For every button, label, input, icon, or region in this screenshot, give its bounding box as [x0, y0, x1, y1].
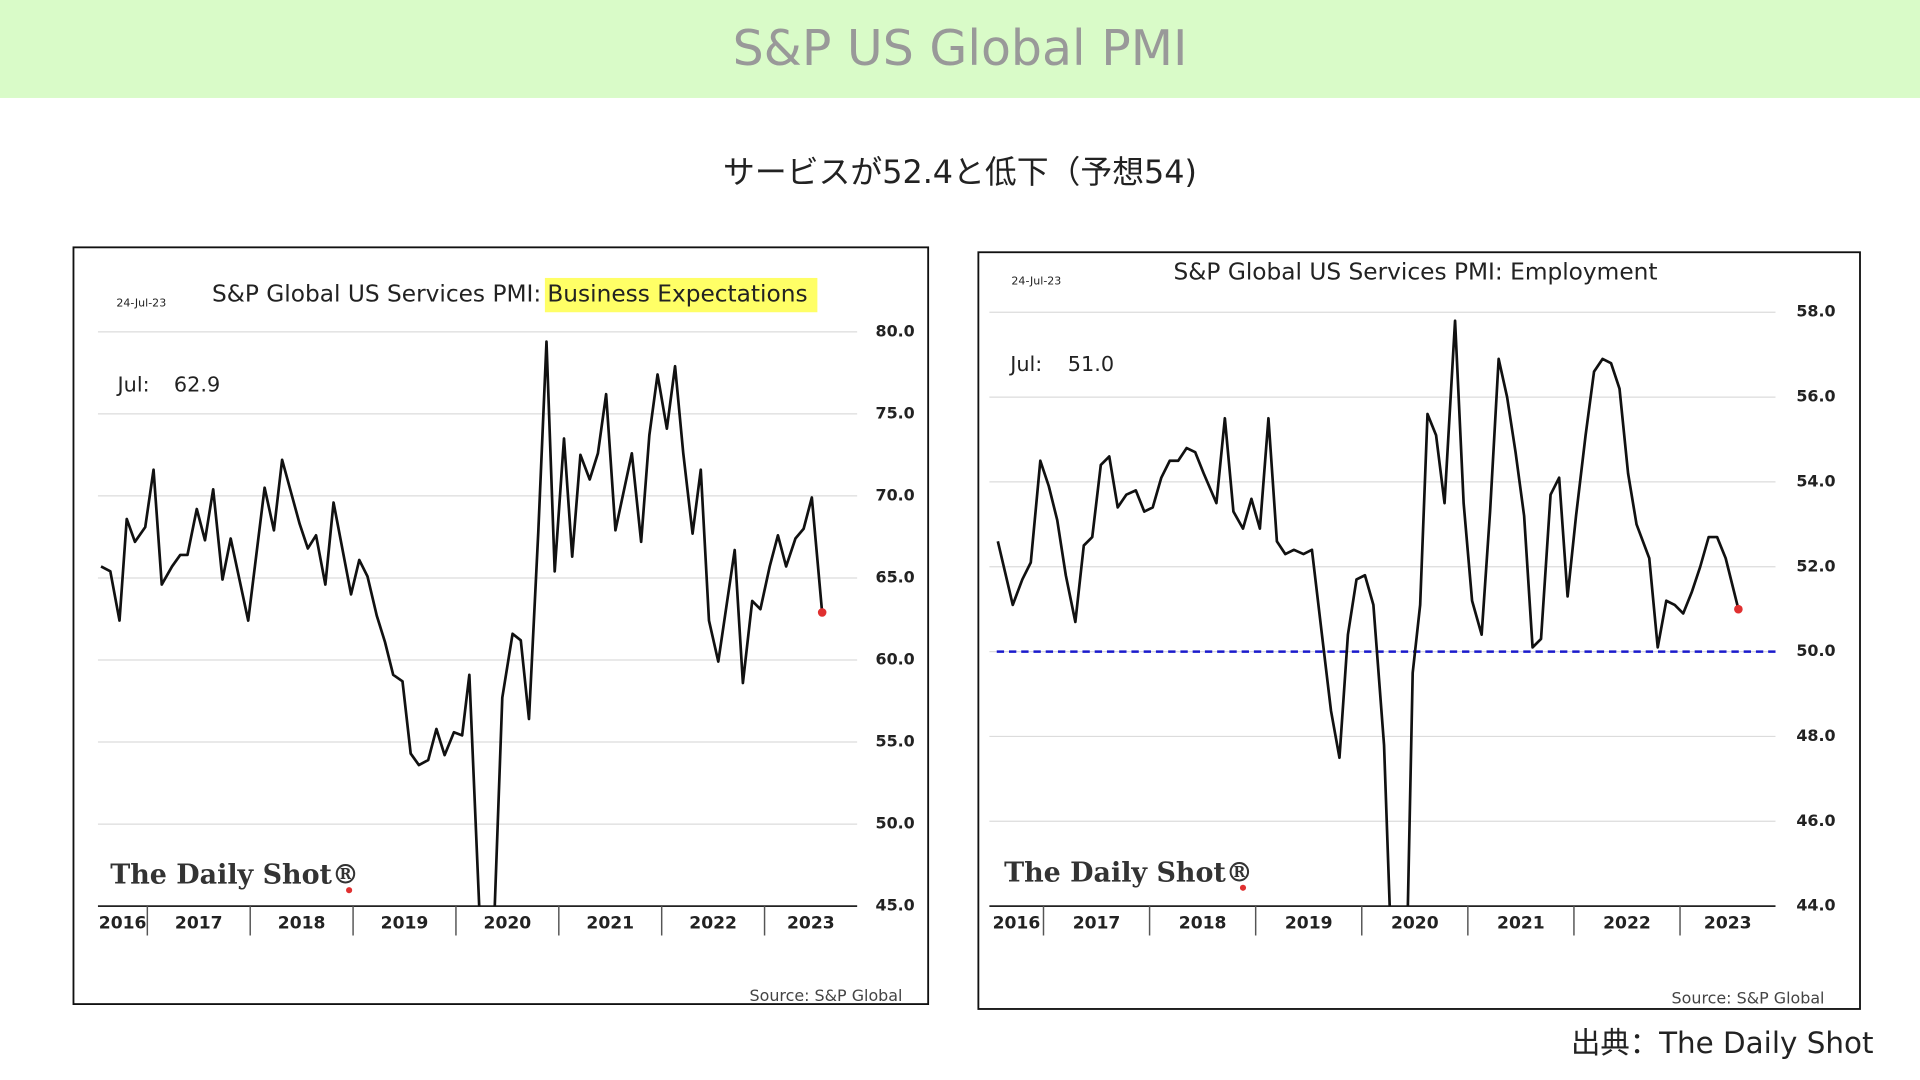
chart-title-highlight: Business Expectations [547, 281, 807, 308]
x-tick-label: 2018 [278, 913, 326, 933]
last-point [1734, 604, 1743, 614]
x-tick-label: 2021 [1497, 913, 1545, 933]
chart-source: Source: S&P Global [750, 986, 903, 1005]
subtitle: サービスが52.4と低下（予想54) [723, 153, 1197, 191]
chart-title: S&P Global US Services PMI: [212, 281, 541, 308]
x-tick-label: 2020 [484, 913, 532, 933]
x-tick-label: 2023 [1704, 913, 1752, 933]
y-tick-label: 54.0 [1796, 471, 1835, 490]
chart-source: Source: S&P Global [1672, 989, 1825, 1008]
y-tick-label: 48.0 [1796, 726, 1835, 745]
y-tick-label: 44.0 [1796, 896, 1835, 915]
chart-frame [977, 251, 1861, 1010]
x-tick-label: 2017 [1073, 913, 1121, 933]
annotation-value: 62.9 [174, 373, 220, 397]
y-tick-label: 50.0 [876, 814, 915, 833]
x-tick-label: 2020 [1391, 913, 1439, 933]
x-tick-label: 2016 [99, 913, 147, 933]
page-title: S&P US Global PMI [733, 20, 1188, 77]
logo-dot [346, 887, 353, 894]
chart-title: S&P Global US Services PMI: Employment [1174, 259, 1658, 286]
x-tick-label: 2023 [787, 913, 835, 933]
x-tick-label: 2018 [1179, 913, 1227, 933]
annotation-label: Jul: [1008, 352, 1042, 376]
logo: The Daily Shot® [110, 860, 359, 891]
footer-source: 出典：The Daily Shot [1571, 1026, 1874, 1060]
x-tick-label: 2019 [1285, 913, 1333, 933]
y-tick-label: 52.0 [1796, 556, 1835, 575]
x-tick-label: 2017 [175, 913, 223, 933]
line-series [996, 319, 1740, 907]
title-highlight-bg [544, 277, 818, 313]
logo-dot [1239, 884, 1247, 891]
x-tick-label: 2021 [586, 913, 634, 933]
y-tick-label: 65.0 [876, 567, 915, 586]
y-tick-label: 80.0 [876, 321, 915, 340]
x-tick-label: 2022 [689, 913, 737, 933]
last-point [817, 608, 827, 617]
y-tick-label: 60.0 [876, 650, 915, 669]
y-tick-label: 58.0 [1796, 302, 1835, 321]
y-tick-label: 45.0 [876, 896, 915, 915]
y-tick-label: 56.0 [1796, 387, 1835, 406]
header-band [0, 0, 1920, 98]
chart-frame [72, 246, 930, 1006]
x-tick-label: 2019 [381, 913, 429, 933]
y-tick-label: 55.0 [876, 732, 915, 751]
x-tick-label: 2016 [993, 913, 1041, 933]
annotation-value: 51.0 [1068, 352, 1114, 376]
y-tick-label: 70.0 [876, 485, 915, 504]
y-tick-label: 50.0 [1796, 641, 1835, 660]
logo: The Daily Shot® [1004, 857, 1253, 888]
y-tick-label: 75.0 [876, 403, 915, 422]
line-series [100, 340, 824, 907]
x-tick-label: 2022 [1603, 913, 1651, 933]
date-label: 24-Jul-23 [116, 297, 166, 310]
date-label: 24-Jul-23 [1011, 275, 1061, 288]
annotation-label: Jul: [116, 373, 150, 397]
y-tick-label: 46.0 [1796, 811, 1835, 830]
